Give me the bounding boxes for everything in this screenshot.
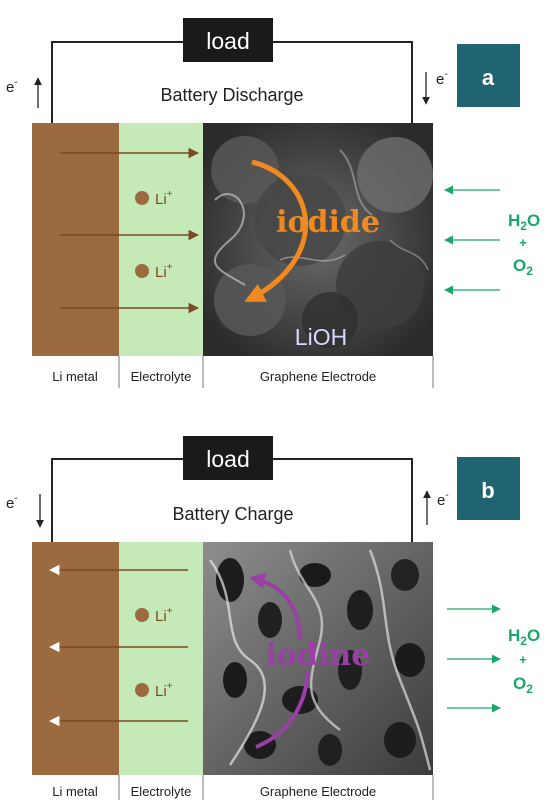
electrolyte-layer bbox=[119, 123, 203, 356]
oxygen-formula: O2 bbox=[513, 674, 533, 696]
li-ion-dot bbox=[135, 608, 149, 622]
mode-label: Battery Discharge bbox=[160, 85, 303, 105]
iodide-label: iodide bbox=[276, 205, 380, 240]
plus-sign: + bbox=[519, 652, 527, 667]
graphene-electrode bbox=[203, 123, 433, 356]
li-metal-layer bbox=[32, 123, 119, 356]
li-ion-label: Li+ bbox=[155, 606, 173, 625]
oxygen-formula: O2 bbox=[513, 256, 533, 278]
electrode-label: Graphene Electrode bbox=[260, 369, 376, 384]
li-ion-dot bbox=[135, 191, 149, 205]
panel-tag bbox=[457, 44, 520, 107]
load-box bbox=[183, 436, 273, 480]
panel-a: load e- e- Battery Discharge a bbox=[6, 18, 540, 388]
product-label: LiOH bbox=[295, 324, 347, 350]
electrolyte-label: Electrolyte bbox=[131, 784, 192, 799]
li-ion-dot bbox=[135, 683, 149, 697]
li-ion-dot bbox=[135, 264, 149, 278]
electrolyte-label: Electrolyte bbox=[131, 369, 192, 384]
electrolyte-layer bbox=[119, 542, 203, 775]
li-metal-label: Li metal bbox=[52, 784, 98, 799]
panel-tag-label: b bbox=[481, 478, 494, 503]
load-box bbox=[183, 18, 273, 62]
li-metal-label: Li metal bbox=[52, 369, 98, 384]
li-ion-label: Li+ bbox=[155, 681, 173, 700]
iodine-label: iodine bbox=[266, 638, 371, 673]
panel-tag-label: a bbox=[482, 65, 495, 90]
li-ion-label: Li+ bbox=[155, 262, 173, 281]
electron-left-label: e- bbox=[6, 493, 18, 512]
plus-sign: + bbox=[519, 235, 527, 250]
load-label: load bbox=[206, 446, 249, 472]
electron-left-label: e- bbox=[6, 77, 18, 96]
electron-right-label: e- bbox=[436, 69, 448, 88]
iodide-cycle-arrow bbox=[244, 159, 308, 303]
electron-right-label: e- bbox=[437, 490, 449, 509]
panel-tag bbox=[457, 457, 520, 520]
graphene-electrode bbox=[203, 542, 433, 775]
li-ion-label: Li+ bbox=[155, 189, 173, 208]
iodine-cycle-arrow-down bbox=[255, 671, 310, 749]
li-metal-layer bbox=[32, 542, 119, 775]
mode-label: Battery Charge bbox=[172, 504, 293, 524]
water-formula: H2O bbox=[508, 626, 540, 648]
panel-b: load e- e- Battery Charge b bbox=[6, 436, 540, 800]
water-formula: H2O bbox=[508, 211, 540, 233]
iodine-cycle-arrow-up bbox=[248, 572, 302, 641]
electrode-label: Graphene Electrode bbox=[260, 784, 376, 799]
load-label: load bbox=[206, 28, 249, 54]
